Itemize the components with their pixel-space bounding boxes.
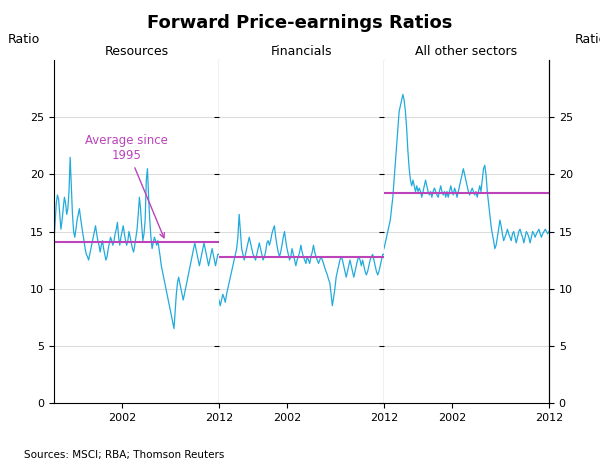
Text: Forward Price-earnings Ratios: Forward Price-earnings Ratios: [148, 14, 452, 32]
Text: Ratio: Ratio: [8, 33, 40, 46]
Title: All other sectors: All other sectors: [415, 44, 518, 57]
Title: Resources: Resources: [104, 44, 169, 57]
Title: Financials: Financials: [271, 44, 332, 57]
Text: Ratio: Ratio: [575, 33, 600, 46]
Text: Average since
1995: Average since 1995: [85, 134, 168, 238]
Text: Sources: MSCI; RBA; Thomson Reuters: Sources: MSCI; RBA; Thomson Reuters: [24, 450, 224, 460]
